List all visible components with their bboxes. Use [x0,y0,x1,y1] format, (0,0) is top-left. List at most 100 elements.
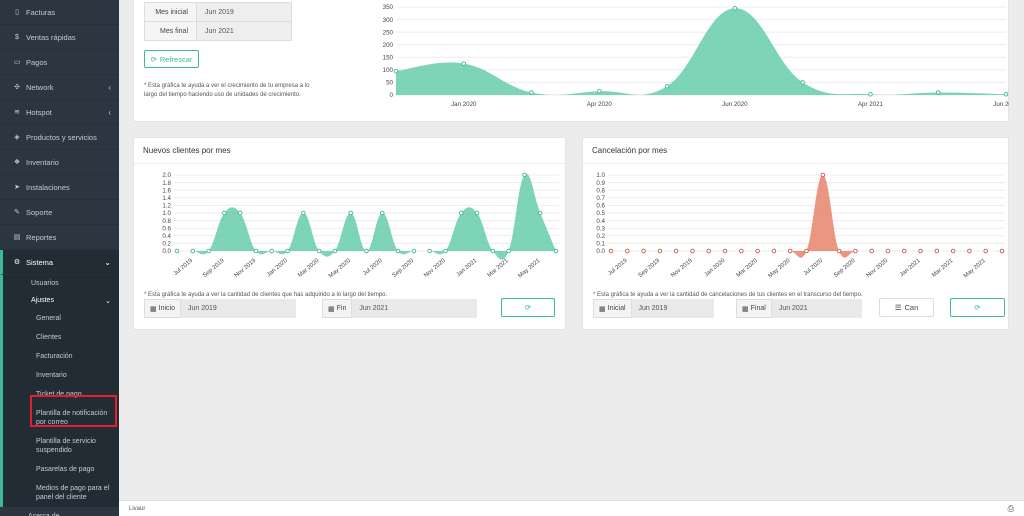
can-button[interactable]: ☰ Can [879,298,934,317]
inicio-value[interactable]: Jun 2019 [180,299,296,318]
data-point [999,248,1005,254]
x-tick-label: Nov 2020 [866,258,890,280]
data-point [427,248,432,254]
printer-icon[interactable]: ⎙ [1007,504,1014,513]
sidebar-item-ajustes-5[interactable]: Plantilla de notificación por correo [36,410,108,426]
sidebar-item-label: Instalaciones [26,182,70,192]
cubes-icon: ❖ [13,159,21,166]
sidebar-item-ajustes[interactable]: Ajustes ⌄ [3,292,119,309]
mes-inicial-value[interactable]: Jun 2019 [196,2,292,22]
wifi-icon: ≋ [14,109,20,116]
data-point [522,172,527,178]
data-point [690,248,695,254]
rocket-icon: ➤ [14,184,20,191]
final-filter[interactable]: ▦ Final Jun 2021 [736,299,862,318]
x-tick-label: Jul 2019 [173,258,195,278]
sidebar-item-ajustes-7[interactable]: Pasarelas de pago [36,466,95,473]
data-point [411,248,417,254]
sidebar-item-ajustes-1[interactable]: Clientes [36,334,62,341]
refrescar-label: Refrescar [159,54,193,64]
mes-final-value[interactable]: Jun 2021 [196,21,292,41]
sidebar-item-ajustes-0[interactable]: General [36,315,61,322]
sidebar-item-ajustes-2[interactable]: Facturación [36,353,73,360]
y-tick-label: 350 [383,4,394,11]
data-point [983,248,988,254]
x-tick-label: Jun 2020 [722,101,748,108]
calendar-icon: ▦ [150,305,157,313]
y-tick-label: 1.0 [162,210,171,217]
y-tick-label: 0.0 [596,248,605,255]
y-tick-label: 250 [383,29,394,36]
sidebar-item-network[interactable]: ✣ Network ‹ [0,75,119,100]
sidebar-item-sistema[interactable]: ⚙ Sistema ⌄ [0,250,119,275]
x-tick-label: Sep 2020 [392,258,416,280]
gears-icon: ⚙ [13,259,21,266]
sidebar-item-pagos[interactable]: ▭ Pagos [0,50,119,75]
x-tick-label: Mar 2020 [736,258,760,279]
refrescar-button[interactable]: ⟳ Refrescar [144,50,199,68]
final-label: ▦ Final [736,299,772,318]
mes-inicial-label: Mes inicial [144,2,197,22]
new-clients-note: * Esta gráfica te ayuda a ver la cantida… [144,292,388,298]
data-point [529,90,534,95]
footer-text: Livaur [129,506,146,512]
fin-value[interactable]: Jun 2021 [352,299,478,318]
cancel-refresh-button[interactable]: ⟳ [950,298,1005,317]
sidebar-item-ajustes-8[interactable]: Medios de pago para el panel del cliente [36,485,110,501]
sidebar-item-label: Hotspot [26,107,52,117]
x-tick-label: Sep 2019 [202,258,226,280]
chevron-down-icon: ⌄ [104,257,111,267]
calendar-icon: ▦ [328,305,335,313]
footer: Livaur ⎙ [119,500,1024,516]
sidebar-item-usuarios[interactable]: Usuarios [31,280,59,287]
x-tick-label: Apr 2021 [858,101,884,108]
data-point [967,248,972,254]
growth-card: Mes inicial Jun 2019 Mes final Jun 2021 … [133,0,1009,122]
money-icon: ▭ [13,59,21,66]
data-point [301,210,306,216]
y-tick-label: 0.4 [162,233,171,240]
main-content: Mes inicial Jun 2019 Mes final Jun 2021 … [119,0,1024,516]
x-tick-label: Nov 2019 [234,258,258,280]
sidebar-item-ventas-r-pidas[interactable]: $ Ventas rápidas [0,25,119,50]
data-point [237,210,243,216]
y-tick-label: 50 [386,80,393,87]
sidebar-item-soporte[interactable]: ✎ Soporte [0,200,119,225]
data-point [934,248,940,254]
new-clients-chart: 0.00.20.40.60.81.01.21.41.61.82.0 Jul 201… [162,172,559,280]
data-point [332,248,338,254]
sidebar-item-facturas[interactable]: ▯ Facturas [0,0,119,25]
chevron-down-icon: ⌄ [105,298,111,305]
sidebar-item-instalaciones[interactable]: ➤ Instalaciones [0,175,119,200]
data-point [253,248,259,254]
data-point [474,210,480,216]
sidebar-item-ajustes-4[interactable]: Ticket de pago [36,391,82,398]
sistema-submenu: Usuarios Ajustes ⌄ General Clientes Factur… [0,275,119,507]
fin-filter[interactable]: ▦ Fin Jun 2021 [322,299,478,318]
sidebar-item-label: Sistema [26,257,54,267]
inicio-filter[interactable]: ▦ Inicio Jun 2019 [144,299,296,318]
inicial-filter[interactable]: ▦ Inicial Jun 2019 [593,299,714,318]
sidebar-item-inventario[interactable]: ❖ Inventario [0,150,119,175]
inicial-value[interactable]: Jun 2019 [631,299,714,318]
data-point [443,248,448,254]
sidebar-item-productos-y-servicios[interactable]: ◈ Productos y servicios [0,125,119,150]
data-point [755,248,760,254]
list-icon: ☰ [894,303,902,312]
sidebar-item-label: Reportes [26,232,57,242]
data-point [190,248,196,254]
new-clients-refresh-button[interactable]: ⟳ [501,298,555,317]
sidebar-item-reportes[interactable]: ▤ Reportes [0,225,119,250]
sidebar-item-ajustes-3[interactable]: Inventario [36,372,67,379]
fin-label: ▦ Fin [322,299,353,318]
sidebar-item-acerca[interactable]: Acerca de [0,507,119,516]
data-point [380,210,385,216]
y-tick-label: 0.6 [162,225,171,232]
sidebar-item-hotspot[interactable]: ≋ Hotspot ‹ [0,100,119,125]
x-tick-label: Mar 2021 [487,258,511,279]
data-point [836,248,842,254]
final-value[interactable]: Jun 2021 [771,299,862,318]
sidebar-item-ajustes-6[interactable]: Plantilla de servicio suspendido [36,438,96,454]
data-point [820,172,826,178]
data-point [771,248,777,254]
